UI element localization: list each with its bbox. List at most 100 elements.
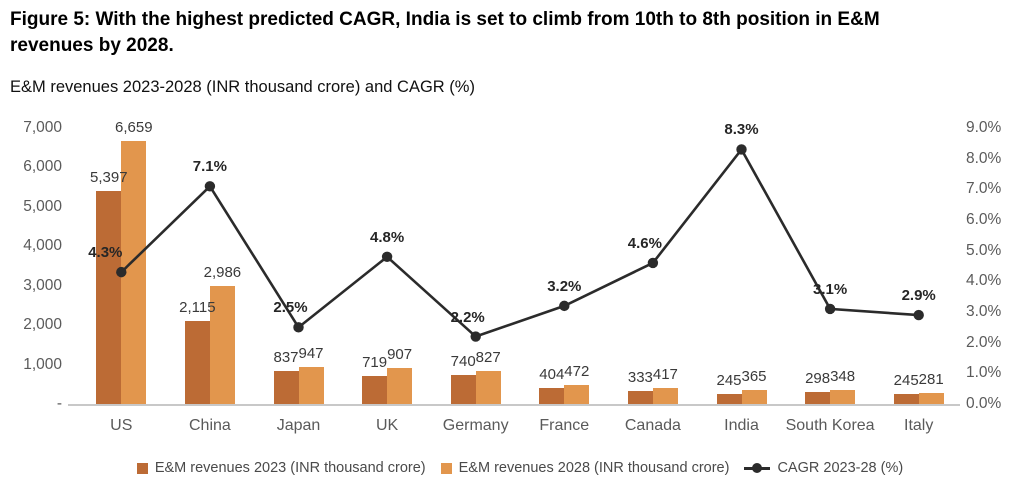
left-axis-tick: 1,000 bbox=[23, 355, 62, 373]
x-axis-label-South Korea: South Korea bbox=[785, 417, 875, 434]
cagr-value-label: 3.1% bbox=[812, 280, 848, 298]
figure-title: Figure 5: With the highest predicted CAG… bbox=[10, 9, 880, 56]
bar-value-2023: 298 bbox=[805, 370, 831, 388]
right-axis-tick: 3.0% bbox=[966, 303, 1002, 320]
bar-value-2023: 719 bbox=[362, 353, 388, 371]
bar-value-2028: 348 bbox=[830, 368, 856, 386]
bar-value-2023: 5,397 bbox=[90, 169, 128, 187]
right-axis-tick: 2.0% bbox=[966, 333, 1002, 351]
bar-2023-Canada bbox=[627, 390, 653, 404]
cagr-value-label: 7.1% bbox=[192, 158, 227, 176]
left-axis-tick: 7,000 bbox=[23, 119, 62, 136]
bar-value-2023: 740 bbox=[450, 352, 476, 370]
x-axis-label-India: India bbox=[724, 417, 759, 434]
bar-value-2028: 947 bbox=[298, 344, 324, 362]
bar-value-2028: 417 bbox=[652, 365, 678, 383]
bar-value-2028: 827 bbox=[475, 349, 501, 367]
left-axis-tick: 3,000 bbox=[23, 276, 62, 294]
bar-value-2028: 6,659 bbox=[115, 119, 153, 137]
bar-2028-South Korea bbox=[830, 390, 856, 404]
cagr-value-label: 4.6% bbox=[627, 234, 662, 252]
cagr-marker bbox=[647, 257, 659, 269]
cagr-value-label: 2.9% bbox=[901, 287, 936, 305]
bar-2023-UK bbox=[362, 375, 388, 404]
bar-value-2023: 333 bbox=[627, 368, 653, 386]
bar-2023-Germany bbox=[450, 374, 476, 404]
x-axis-label-Japan: Japan bbox=[276, 417, 321, 434]
cagr-marker bbox=[559, 300, 570, 312]
bar-value-2023: 2,115 bbox=[179, 298, 216, 316]
cagr-marker bbox=[293, 322, 304, 333]
right-axis-tick: 7.0% bbox=[966, 180, 1002, 198]
legend-square-icon bbox=[136, 462, 148, 474]
left-axis-tick: 4,000 bbox=[23, 237, 62, 255]
cagr-value-label: 2.5% bbox=[273, 299, 308, 317]
bar-2023-Italy bbox=[893, 394, 919, 404]
bar-2023-China bbox=[184, 320, 210, 404]
bar-2023-France bbox=[539, 388, 565, 404]
cagr-marker bbox=[381, 251, 393, 262]
cagr-value-label: 4.3% bbox=[88, 244, 123, 262]
legend-item: CAGR 2023-28 (%) bbox=[744, 460, 903, 476]
cagr-value-label: 8.3% bbox=[724, 121, 759, 139]
cagr-marker bbox=[204, 181, 216, 192]
cagr-value-label: 4.8% bbox=[369, 228, 405, 246]
left-axis-tick: - bbox=[56, 395, 62, 412]
right-axis-tick: 8.0% bbox=[966, 149, 1002, 167]
bar-2028-UK bbox=[387, 368, 413, 404]
legend-square-icon bbox=[440, 462, 452, 474]
x-axis-label-Italy: Italy bbox=[904, 417, 934, 434]
bar-value-2028: 281 bbox=[918, 370, 944, 388]
left-axis-tick: 2,000 bbox=[23, 316, 62, 334]
bar-value-2023: 404 bbox=[539, 366, 565, 384]
bar-2023-US bbox=[96, 191, 122, 404]
bar-2028-Japan bbox=[298, 366, 324, 404]
legend-label: E&M revenues 2023 (INR thousand crore) bbox=[154, 460, 426, 476]
x-axis-label-US: US bbox=[110, 417, 133, 434]
cagr-marker bbox=[913, 309, 924, 321]
bar-value-2028: 365 bbox=[741, 367, 767, 385]
bar-2028-Canada bbox=[652, 387, 678, 404]
cagr-line bbox=[120, 147, 919, 339]
bar-value-2023: 245 bbox=[716, 372, 742, 390]
bar-2028-France bbox=[564, 385, 590, 404]
right-axis-tick: 5.0% bbox=[966, 241, 1002, 259]
legend-item: E&M revenues 2023 (INR thousand crore) bbox=[136, 460, 426, 476]
right-axis-tick: 0.0% bbox=[966, 395, 1002, 412]
left-axis-tick: 5,000 bbox=[23, 197, 62, 215]
right-axis-tick: 6.0% bbox=[966, 211, 1002, 228]
bar-value-2028: 907 bbox=[387, 346, 413, 364]
cagr-marker bbox=[470, 331, 481, 342]
legend-line-dot bbox=[752, 463, 763, 473]
bar-value-2028: 472 bbox=[564, 363, 590, 381]
cagr-value-label: 2.2% bbox=[450, 308, 485, 326]
x-axis-label-Canada: Canada bbox=[624, 417, 681, 434]
x-axis-baseline bbox=[68, 404, 960, 406]
bar-2023-South Korea bbox=[805, 392, 831, 404]
bar-2028-Germany bbox=[475, 371, 501, 404]
right-axis-tick: 1.0% bbox=[966, 364, 1002, 382]
bar-value-2023: 837 bbox=[273, 348, 299, 366]
x-axis-label-France: France bbox=[539, 417, 590, 434]
cagr-marker bbox=[824, 303, 836, 315]
bar-2028-India bbox=[741, 389, 767, 404]
legend-item: E&M revenues 2028 (INR thousand crore) bbox=[440, 460, 730, 476]
bar-2028-Italy bbox=[918, 392, 944, 404]
figure-subtitle: E&M revenues 2023-2028 (INR thousand cro… bbox=[10, 78, 475, 96]
x-axis-label-China: China bbox=[188, 417, 231, 434]
right-axis-tick: 9.0% bbox=[966, 119, 1002, 136]
bar-2023-Japan bbox=[273, 370, 299, 404]
left-axis-tick: 6,000 bbox=[23, 158, 62, 176]
x-axis-label-Germany: Germany bbox=[442, 417, 509, 434]
chart-legend: E&M revenues 2023 (INR thousand crore) E&… bbox=[70, 456, 970, 480]
legend-label: E&M revenues 2028 (INR thousand crore) bbox=[458, 460, 730, 476]
bar-value-2023: 245 bbox=[893, 372, 919, 390]
bar-2023-India bbox=[716, 394, 742, 404]
cagr-marker bbox=[736, 144, 747, 155]
cagr-value-label: 3.2% bbox=[547, 277, 582, 295]
x-axis-label-UK: UK bbox=[375, 417, 399, 434]
legend-label: CAGR 2023-28 (%) bbox=[777, 460, 904, 476]
right-axis-tick: 4.0% bbox=[966, 272, 1002, 290]
